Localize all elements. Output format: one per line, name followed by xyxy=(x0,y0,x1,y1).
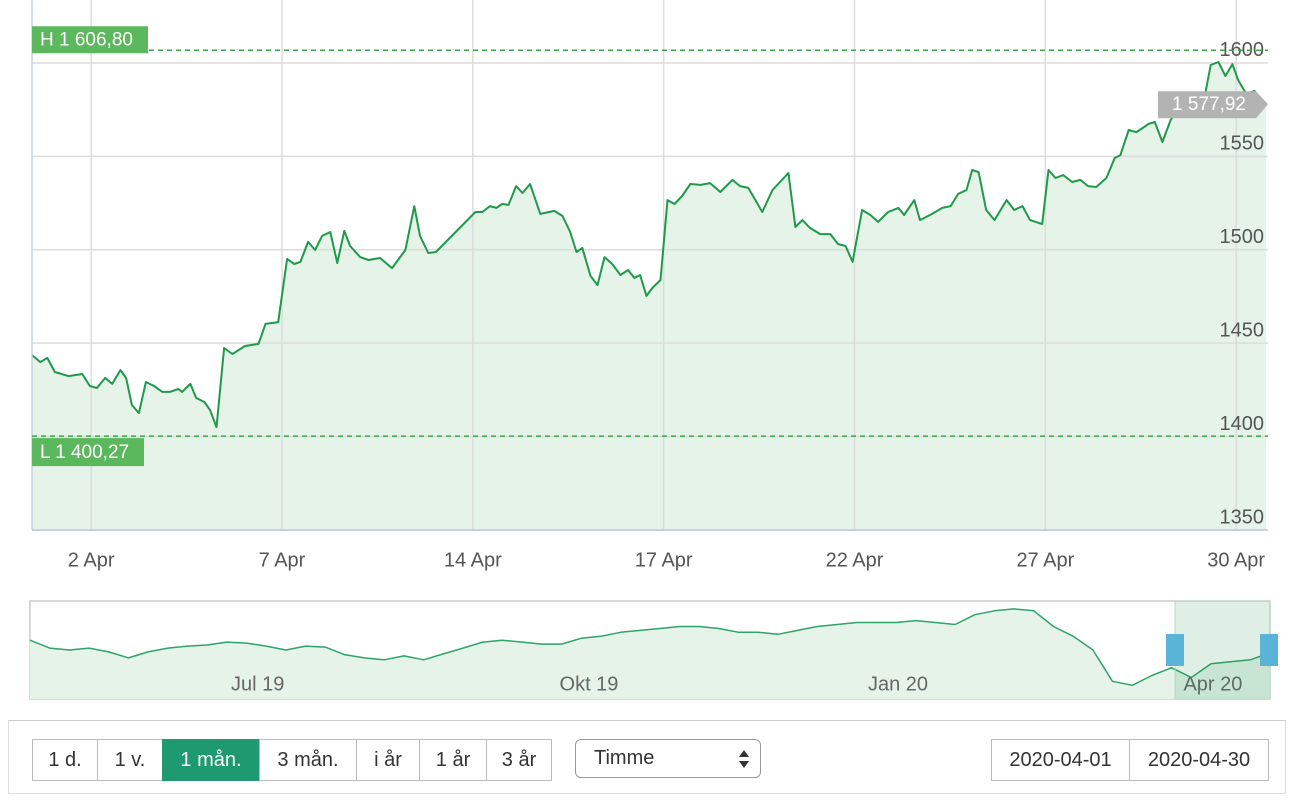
low-label: L 1 400,27 xyxy=(40,442,129,463)
x-tick-label: Jan 20 xyxy=(868,673,928,695)
area-fill xyxy=(30,608,1270,699)
price-line xyxy=(29,608,1271,687)
period-buttons: 1 d. 1 v. 1 mån. 3 mån. i år 1 år 3 år xyxy=(32,739,552,781)
period-button[interactable]: 3 år xyxy=(486,739,552,781)
price-line xyxy=(31,61,1267,429)
x-tick-label: Okt 19 xyxy=(560,673,619,695)
y-tick-label: 1450 xyxy=(1220,319,1265,341)
period-button[interactable]: 1 mån. xyxy=(162,739,260,781)
high-label-box xyxy=(32,26,148,54)
navigator-handle[interactable] xyxy=(1260,634,1278,666)
low-label-box xyxy=(32,438,144,467)
last-label: 1 577,92 xyxy=(1172,94,1246,115)
chart: 2 Apr 7 Apr 14 Apr 17 Apr 22 Apr 27 Apr 30 Apr… xyxy=(29,0,1278,700)
interval-select[interactable]: Timme xyxy=(575,739,761,778)
y-tick-label: 1500 xyxy=(1220,226,1265,248)
x-tick-label: Apr 20 xyxy=(1183,673,1242,695)
navigator-selection xyxy=(1174,600,1271,700)
y-tick-label: 1550 xyxy=(1220,133,1265,155)
date-from[interactable]: 2020-04-01 xyxy=(991,739,1130,781)
period-button[interactable]: 1 d. xyxy=(32,739,98,781)
period-button[interactable]: 1 år xyxy=(419,739,487,781)
x-tick-label: 14 Apr xyxy=(444,549,502,571)
last-label-box xyxy=(1158,91,1268,119)
y-tick-label: 1350 xyxy=(1220,506,1265,528)
date-to[interactable]: 2020-04-30 xyxy=(1129,739,1269,781)
select-arrows xyxy=(739,750,749,768)
control-panel xyxy=(8,720,1286,794)
area-fill xyxy=(32,62,1267,530)
x-tick-label: 22 Apr xyxy=(826,549,884,571)
x-tick-label: 17 Apr xyxy=(635,549,693,571)
high-label: H 1 606,80 xyxy=(40,29,133,50)
navigator-handle[interactable] xyxy=(1166,634,1184,666)
y-tick-label: 1400 xyxy=(1220,413,1265,435)
x-tick-label: Jul 19 xyxy=(231,673,284,695)
x-tick-label: 27 Apr xyxy=(1016,549,1074,571)
period-button[interactable]: 1 v. xyxy=(97,739,163,781)
period-button[interactable]: i år xyxy=(356,739,420,781)
period-button[interactable]: 3 mån. xyxy=(259,739,357,781)
x-tick-label: 2 Apr xyxy=(68,549,115,571)
date-range: 2020-04-01 2020-04-30 xyxy=(991,739,1269,781)
x-tick-label: 7 Apr xyxy=(259,549,306,571)
interval-text: Timme xyxy=(594,747,655,769)
x-tick-label: 30 Apr xyxy=(1207,549,1265,571)
